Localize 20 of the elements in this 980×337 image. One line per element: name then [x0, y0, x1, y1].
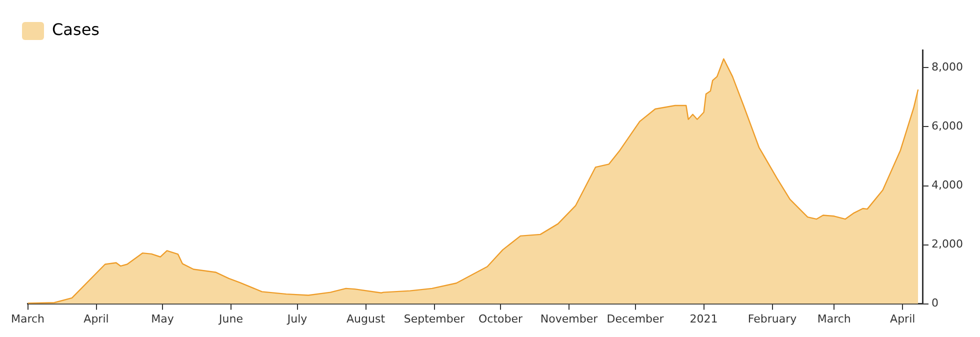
x-tick-label: September [404, 312, 466, 326]
x-tick-label: July [286, 312, 308, 326]
x-tick-label: May [151, 312, 174, 326]
legend-label: Cases [52, 20, 100, 40]
y-tick-label: 8,000 [932, 60, 964, 74]
x-tick-label: December [606, 312, 664, 326]
x-tick-label: April [890, 312, 916, 326]
y-tick-label: 2,000 [932, 238, 964, 251]
x-tick-label: March [10, 312, 45, 326]
x-tick-label: August [346, 312, 386, 326]
x-tick-label: March [817, 312, 851, 326]
x-tick-label: June [218, 312, 244, 326]
x-tick-label: February [748, 312, 798, 326]
y-tick-label: 4,000 [932, 178, 964, 192]
x-tick-label: October [478, 312, 524, 326]
x-tick-label: 2021 [690, 312, 718, 326]
x-tick-label: April [84, 312, 109, 326]
y-tick-label: 0 [932, 296, 939, 310]
y-tick-label: 6,000 [932, 120, 964, 133]
x-tick-label: November [540, 312, 598, 326]
